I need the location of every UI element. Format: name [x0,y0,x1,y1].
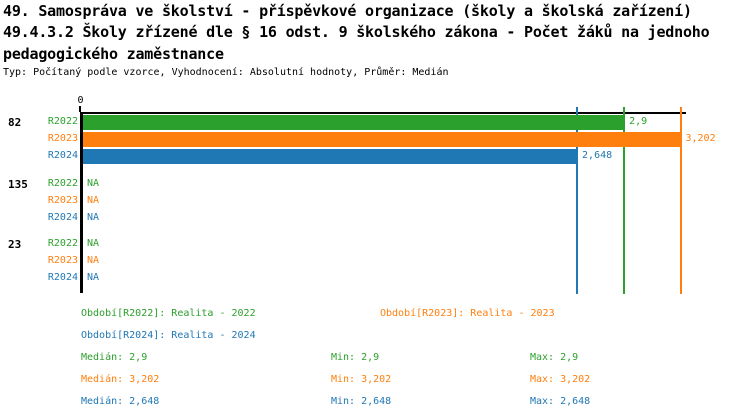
bar-value-label-r2024: 2,648 [582,150,613,161]
group-label-135: 135 [8,178,28,191]
bar-value-label-r2023: 3,202 [685,133,716,144]
stat-median-r2024: Medián: 2,648 [81,396,160,407]
na-value-label: NA [87,195,100,206]
stat-max-r2022: Max: 2,9 [530,352,579,363]
stat-median-r2022: Medián: 2,9 [81,352,148,363]
x-axis-line [80,112,686,114]
stat-max-r2024: Max: 2,648 [530,396,591,407]
x-axis-zero-label: 0 [77,95,84,106]
y-axis-line [80,112,83,293]
median-line-r2024 [576,107,579,294]
legend-item-r2024: Období[R2024]: Realita - 2024 [81,330,256,341]
x-axis-zero-tick [79,106,81,112]
bar-r2024 [83,149,578,164]
chart-subtitle: Typ: Počítaný podle vzorce, Vyhodnocení:… [3,67,449,78]
series-label-r2024: R2024 [47,272,78,283]
page-title-line-3: pedagogického zaměstnance [3,45,224,63]
group-label-82: 82 [8,116,22,129]
page-title-line-2: 49.4.3.2 Školy zřízené dle § 16 odst. 9 … [3,23,710,41]
stat-min-r2022: Min: 2,9 [331,352,380,363]
series-label-r2023: R2023 [47,255,78,266]
series-label-r2022: R2022 [47,238,78,249]
na-value-label: NA [87,178,100,189]
series-label-r2023: R2023 [47,133,78,144]
bar-r2022 [83,115,625,130]
bar-value-label-r2022: 2,9 [629,116,648,127]
page-title-line-1: 49. Samospráva ve školství - příspěvkové… [3,2,692,20]
stat-max-r2023: Max: 3,202 [530,374,591,385]
legend-item-r2022: Období[R2022]: Realita - 2022 [81,308,256,319]
legend-item-r2023: Období[R2023]: Realita - 2023 [380,308,555,319]
series-label-r2022: R2022 [47,178,78,189]
stat-median-r2023: Medián: 3,202 [81,374,160,385]
series-label-r2024: R2024 [47,212,78,223]
na-value-label: NA [87,238,100,249]
median-line-r2023 [679,107,682,294]
stat-min-r2024: Min: 2,648 [331,396,392,407]
series-label-r2022: R2022 [47,116,78,127]
na-value-label: NA [87,272,100,283]
median-line-r2022 [623,107,626,294]
bar-r2023 [83,132,681,147]
na-value-label: NA [87,212,100,223]
na-value-label: NA [87,255,100,266]
group-label-23: 23 [8,238,22,251]
series-label-r2023: R2023 [47,195,78,206]
series-label-r2024: R2024 [47,150,78,161]
stat-min-r2023: Min: 3,202 [331,374,392,385]
